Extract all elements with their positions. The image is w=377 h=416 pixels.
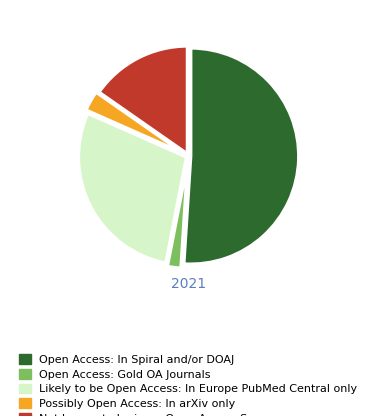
Legend: Open Access: In Spiral and/or DOAJ, Open Access: Gold OA Journals, Likely to be : Open Access: In Spiral and/or DOAJ, Open…: [16, 351, 361, 416]
Wedge shape: [86, 92, 185, 154]
Wedge shape: [78, 113, 187, 263]
Wedge shape: [167, 160, 188, 268]
Wedge shape: [184, 48, 299, 264]
Text: 2021: 2021: [171, 277, 206, 291]
Wedge shape: [99, 46, 187, 154]
